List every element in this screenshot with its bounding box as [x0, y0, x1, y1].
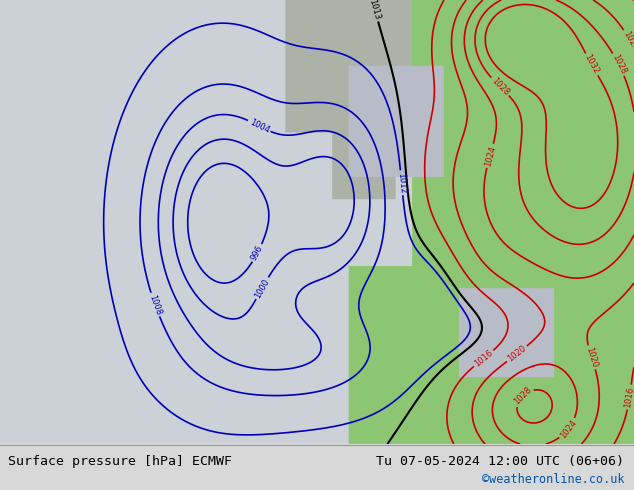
- Text: 1004: 1004: [248, 117, 271, 135]
- Text: 1016: 1016: [472, 348, 495, 368]
- Text: Surface pressure [hPa] ECMWF: Surface pressure [hPa] ECMWF: [8, 455, 231, 468]
- Text: 1000: 1000: [253, 277, 271, 299]
- Text: Tu 07-05-2024 12:00 UTC (06+06): Tu 07-05-2024 12:00 UTC (06+06): [377, 455, 624, 468]
- Text: 1013: 1013: [368, 0, 382, 21]
- Text: 1016: 1016: [623, 386, 634, 408]
- Text: 1024: 1024: [621, 29, 634, 52]
- Text: 1020: 1020: [506, 344, 528, 364]
- Text: ©weatheronline.co.uk: ©weatheronline.co.uk: [482, 473, 624, 486]
- Text: 1028: 1028: [489, 76, 510, 98]
- Text: 1032: 1032: [583, 53, 600, 76]
- Text: 1020: 1020: [585, 346, 599, 368]
- Text: 1008: 1008: [147, 293, 163, 316]
- Text: 1024: 1024: [559, 417, 578, 440]
- Text: 1028: 1028: [610, 53, 628, 76]
- Text: 1028: 1028: [512, 385, 533, 407]
- Text: 1012: 1012: [396, 172, 407, 194]
- Text: 1024: 1024: [483, 145, 497, 167]
- Text: 996: 996: [250, 244, 265, 262]
